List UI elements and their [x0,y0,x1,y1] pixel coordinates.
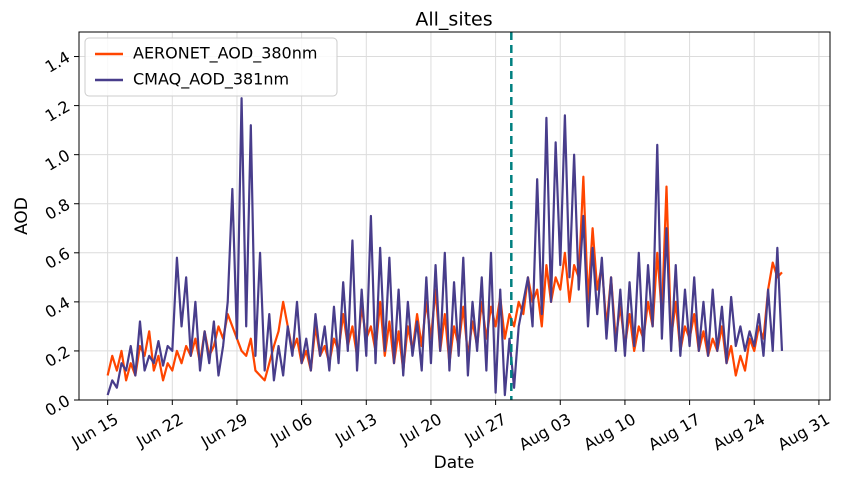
y-tick-label: 1.4 [42,47,74,76]
x-tick-label: Jul 20 [396,409,445,448]
x-tick-label: Jul 13 [331,409,380,448]
y-tick-label: 0.2 [42,342,74,371]
y-axis-label: AOD [12,197,32,235]
x-tick-label: Aug 03 [516,409,575,454]
y-tick-label: 1.0 [42,146,74,175]
x-tick-label: Aug 31 [774,409,833,454]
x-tick-label: Jun 22 [132,409,186,451]
series-line [106,97,784,397]
y-tick-label: 0.4 [42,293,74,322]
y-tick-label: 0.6 [42,244,74,273]
legend-label: CMAQ_AOD_381nm [133,70,289,90]
y-tick-label: 0.8 [42,195,74,224]
x-tick-label: Jul 27 [460,409,509,448]
x-tick-label: Jul 06 [267,409,316,448]
x-tick-label: Jun 15 [68,409,122,451]
legend: AERONET_AOD_380nm CMAQ_AOD_381nm [84,37,338,97]
x-tick-label: Aug 17 [645,409,704,454]
y-tick-label: 0.0 [42,391,74,420]
x-tick-label: Jun 29 [197,409,251,451]
legend-label: AERONET_AOD_380nm [133,44,317,64]
x-tick-label: Aug 10 [580,409,639,454]
chart-title: All_sites [415,9,492,31]
legend-box [84,37,338,97]
y-tick-label: 1.2 [42,97,74,126]
plot-frame [78,31,831,401]
x-tick-label: Aug 24 [710,409,769,454]
x-axis-label: Date [434,453,475,473]
